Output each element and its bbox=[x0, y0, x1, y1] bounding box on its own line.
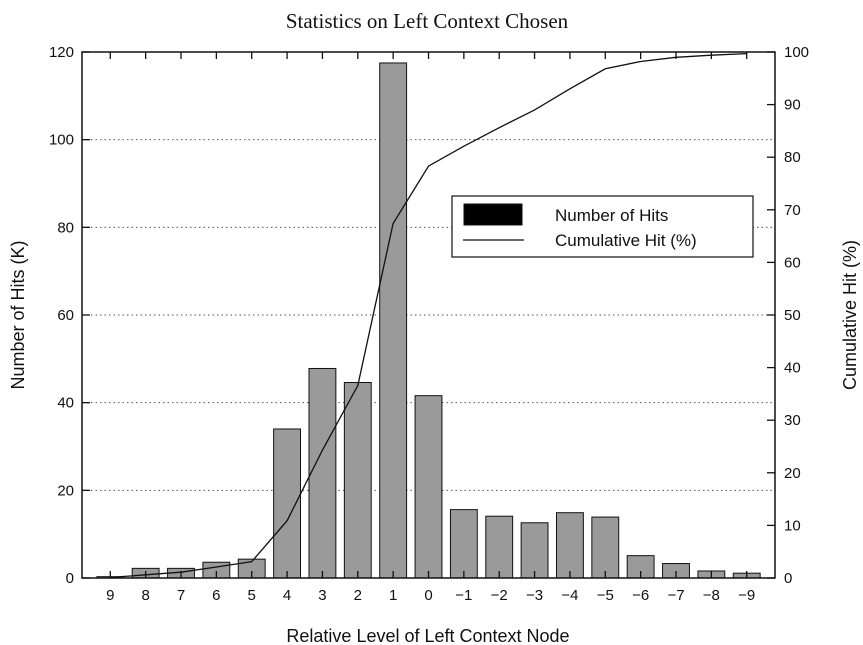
y-tick-label: 100 bbox=[49, 132, 74, 149]
y2-tick-label: 10 bbox=[784, 517, 801, 534]
bar bbox=[343, 382, 372, 579]
x-tick-label: −6 bbox=[632, 587, 649, 604]
legend-label-hits: Number of Hits bbox=[555, 206, 668, 225]
x-tick-label: −2 bbox=[491, 587, 508, 604]
y2-tick-label: 30 bbox=[784, 412, 801, 429]
bar bbox=[449, 509, 478, 579]
x-tick-label: −7 bbox=[667, 587, 684, 604]
y-axis-label: Number of Hits (K) bbox=[8, 240, 28, 389]
bar bbox=[414, 395, 443, 579]
x-tick-label: 9 bbox=[106, 587, 114, 604]
chart-title: Statistics on Left Context Chosen bbox=[286, 9, 569, 33]
x-tick-label: 7 bbox=[177, 587, 185, 604]
y2-tick-label: 0 bbox=[784, 570, 792, 587]
bar bbox=[485, 515, 514, 579]
x-tick-label: −9 bbox=[738, 587, 755, 604]
x-tick-label: 1 bbox=[389, 587, 397, 604]
bar bbox=[379, 62, 408, 579]
x-tick-label: 3 bbox=[318, 587, 326, 604]
x-tick-label: −8 bbox=[703, 587, 720, 604]
x-tick-label: 6 bbox=[212, 587, 220, 604]
y2-tick-label: 100 bbox=[784, 44, 809, 61]
x-tick-label: 4 bbox=[283, 587, 291, 604]
x-tick-label: −4 bbox=[561, 587, 578, 604]
bars bbox=[96, 62, 761, 579]
y2-axis-label: Cumulative Hit (%) bbox=[840, 240, 860, 390]
bar bbox=[273, 428, 302, 579]
y2-tick-label: 20 bbox=[784, 465, 801, 482]
x-tick-label: −5 bbox=[597, 587, 614, 604]
y2-tick-label: 40 bbox=[784, 360, 801, 377]
y-tick-label: 40 bbox=[57, 395, 74, 412]
legend-label-cumulative: Cumulative Hit (%) bbox=[555, 231, 697, 250]
x-axis-label: Relative Level of Left Context Node bbox=[286, 626, 569, 645]
x-tick-label: −3 bbox=[526, 587, 543, 604]
y2-tick-label: 60 bbox=[784, 254, 801, 271]
bar bbox=[591, 516, 620, 579]
cumulative-hit-line bbox=[110, 52, 747, 579]
y-tick-label: 80 bbox=[57, 219, 74, 236]
bar bbox=[308, 367, 337, 579]
bar bbox=[520, 522, 549, 579]
cumulative-line-group bbox=[110, 52, 747, 579]
x-tick-label: 5 bbox=[248, 587, 256, 604]
y2-tick-label: 80 bbox=[784, 149, 801, 166]
x-tick-label: 8 bbox=[141, 587, 149, 604]
y-tick-label: 120 bbox=[49, 44, 74, 61]
y-tick-label: 60 bbox=[57, 307, 74, 324]
y2-tick-label: 70 bbox=[784, 202, 801, 219]
bar bbox=[555, 512, 584, 579]
y-tick-label: 0 bbox=[66, 570, 74, 587]
y2-tick-label: 50 bbox=[784, 307, 801, 324]
legend: Number of Hits Cumulative Hit (%) bbox=[451, 195, 754, 258]
y2-tick-label: 90 bbox=[784, 97, 801, 114]
y-tick-label: 20 bbox=[57, 482, 74, 499]
x-tick-label: −1 bbox=[455, 587, 472, 604]
x-tick-label: 2 bbox=[354, 587, 362, 604]
legend-bar-swatch bbox=[463, 203, 523, 226]
x-tick-label: 0 bbox=[424, 587, 432, 604]
